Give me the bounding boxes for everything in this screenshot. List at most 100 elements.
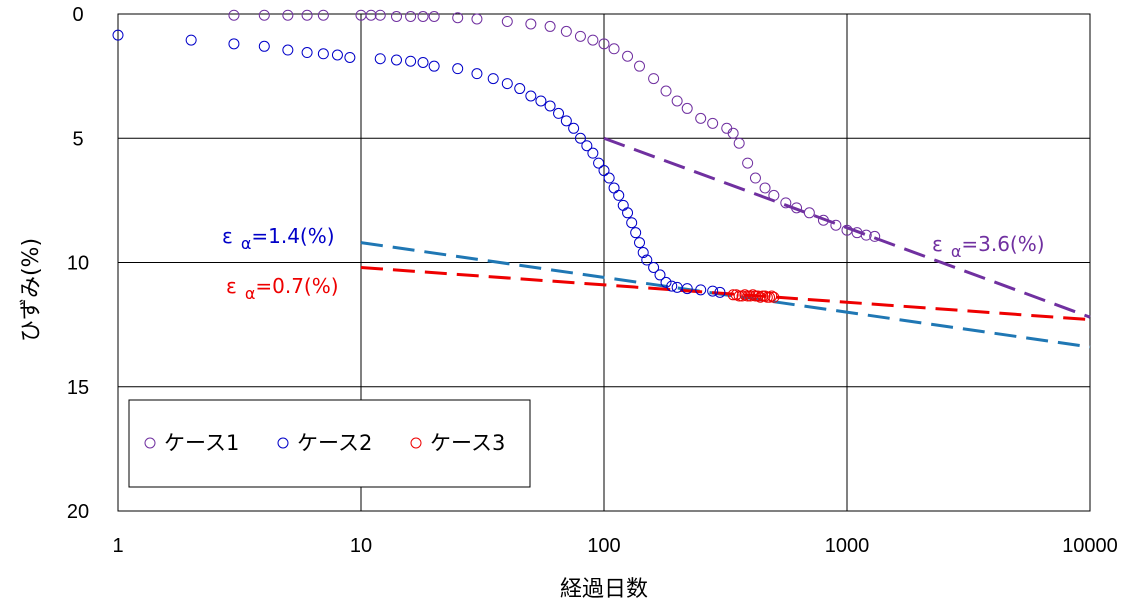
data-point-case3 — [759, 290, 771, 302]
data-point-case1 — [560, 25, 572, 37]
data-point-case3 — [766, 290, 778, 302]
y-tick-label: 5 — [72, 128, 83, 150]
data-point-case1 — [622, 50, 634, 62]
data-point-case2 — [574, 132, 586, 144]
data-point-case1 — [791, 202, 803, 214]
x-tick-label: 1000 — [825, 535, 870, 557]
data-point-case1 — [780, 197, 792, 209]
data-point-case2 — [603, 172, 615, 184]
data-point-case2 — [544, 100, 556, 112]
data-point-case2 — [514, 83, 526, 95]
data-point-case2 — [608, 182, 620, 194]
data-point-case2 — [630, 227, 642, 239]
data-point-case2 — [648, 261, 660, 273]
data-point-case2 — [626, 217, 638, 229]
legend-marker-case2 — [277, 437, 289, 449]
data-point-case2 — [617, 199, 629, 211]
x-tick-label: 100 — [587, 535, 620, 557]
data-point-case3 — [757, 290, 769, 302]
data-point-case1 — [544, 20, 556, 32]
plot-area-border — [117, 13, 1091, 512]
data-point-case1 — [598, 38, 610, 50]
data-point-case2 — [331, 49, 343, 61]
data-point-case1 — [228, 9, 240, 21]
y-tick-label: 15 — [67, 377, 89, 399]
data-point-case2 — [587, 147, 599, 159]
data-point-case2 — [707, 285, 719, 297]
data-point-case1 — [749, 172, 761, 184]
data-point-case2 — [258, 40, 270, 52]
data-point-case1 — [671, 95, 683, 107]
data-point-case1 — [742, 157, 754, 169]
annotation-sub: α — [241, 234, 252, 253]
data-point-case1 — [841, 224, 853, 236]
data-point-case2 — [282, 44, 294, 56]
data-point-case2 — [681, 283, 693, 295]
legend-label-case2: ケース2 — [297, 431, 372, 455]
data-point-case1 — [317, 9, 329, 21]
data-point-case1 — [759, 182, 771, 194]
data-point-case1 — [587, 34, 599, 46]
data-point-case2 — [501, 78, 513, 90]
legend-label-case1: ケース1 — [164, 431, 239, 455]
annotation-sub: α — [951, 242, 962, 261]
data-point-case2 — [391, 54, 403, 66]
annotation-symbol: ε — [222, 224, 233, 248]
fit-line — [603, 136, 1091, 319]
data-point-case1 — [428, 10, 440, 22]
legend-label-case3: ケース3 — [430, 431, 505, 455]
x-axis-title: 経過日数 — [560, 577, 648, 602]
annotation-case3: ε α=0.7(%) — [226, 274, 339, 303]
data-point-case1 — [768, 189, 780, 201]
data-point-case1 — [405, 10, 417, 22]
annotation-value: =3.6(%) — [961, 232, 1044, 256]
data-point-case1 — [301, 9, 313, 21]
data-point-case2 — [568, 122, 580, 134]
legend-box — [128, 399, 531, 488]
legend: ケース1 ケース2 ケース3 — [128, 399, 531, 488]
annotation-symbol: ε — [226, 274, 237, 298]
data-point-case2 — [613, 189, 625, 201]
data-point-case1 — [803, 207, 815, 219]
data-point-case1 — [721, 122, 733, 134]
data-point-case2 — [641, 254, 653, 266]
data-point-case1 — [648, 73, 660, 85]
data-point-case1 — [707, 117, 719, 129]
data-point-case1 — [391, 10, 403, 22]
data-point-case2 — [405, 55, 417, 67]
data-point-case3 — [733, 290, 745, 302]
annotation-value: =0.7(%) — [255, 274, 338, 298]
fit-line — [360, 265, 1091, 322]
data-point-case2 — [553, 107, 565, 119]
data-point-case1 — [417, 10, 429, 22]
data-point-case2 — [317, 48, 329, 60]
data-point-case1 — [634, 60, 646, 72]
annotation-case1: ε α=3.6(%) — [932, 232, 1045, 261]
data-point-case3 — [754, 291, 766, 303]
data-point-case1 — [258, 9, 270, 21]
data-point-case2 — [560, 115, 572, 127]
data-point-case2 — [417, 56, 429, 68]
x-tick-label: 1 — [112, 535, 123, 557]
data-point-case2 — [714, 286, 726, 298]
data-point-case1 — [830, 219, 842, 231]
data-point-case1 — [817, 214, 829, 226]
data-point-case1 — [681, 102, 693, 114]
data-point-case1 — [727, 127, 739, 139]
data-point-case2 — [228, 38, 240, 50]
data-point-case2 — [581, 140, 593, 152]
data-point-case2 — [487, 73, 499, 85]
data-point-case1 — [869, 230, 881, 242]
data-point-case2 — [301, 47, 313, 59]
data-point-case2 — [535, 95, 547, 107]
legend-marker-case3 — [410, 437, 422, 449]
data-point-case2 — [660, 276, 672, 288]
y-tick-label: 0 — [72, 4, 83, 26]
annotation-symbol: ε — [932, 232, 943, 256]
x-tick-label: 10 — [350, 535, 372, 557]
data-point-case3 — [768, 291, 780, 303]
data-point-case1 — [365, 9, 377, 21]
x-tick-label: 10000 — [1062, 535, 1118, 557]
data-point-case1 — [471, 13, 483, 25]
